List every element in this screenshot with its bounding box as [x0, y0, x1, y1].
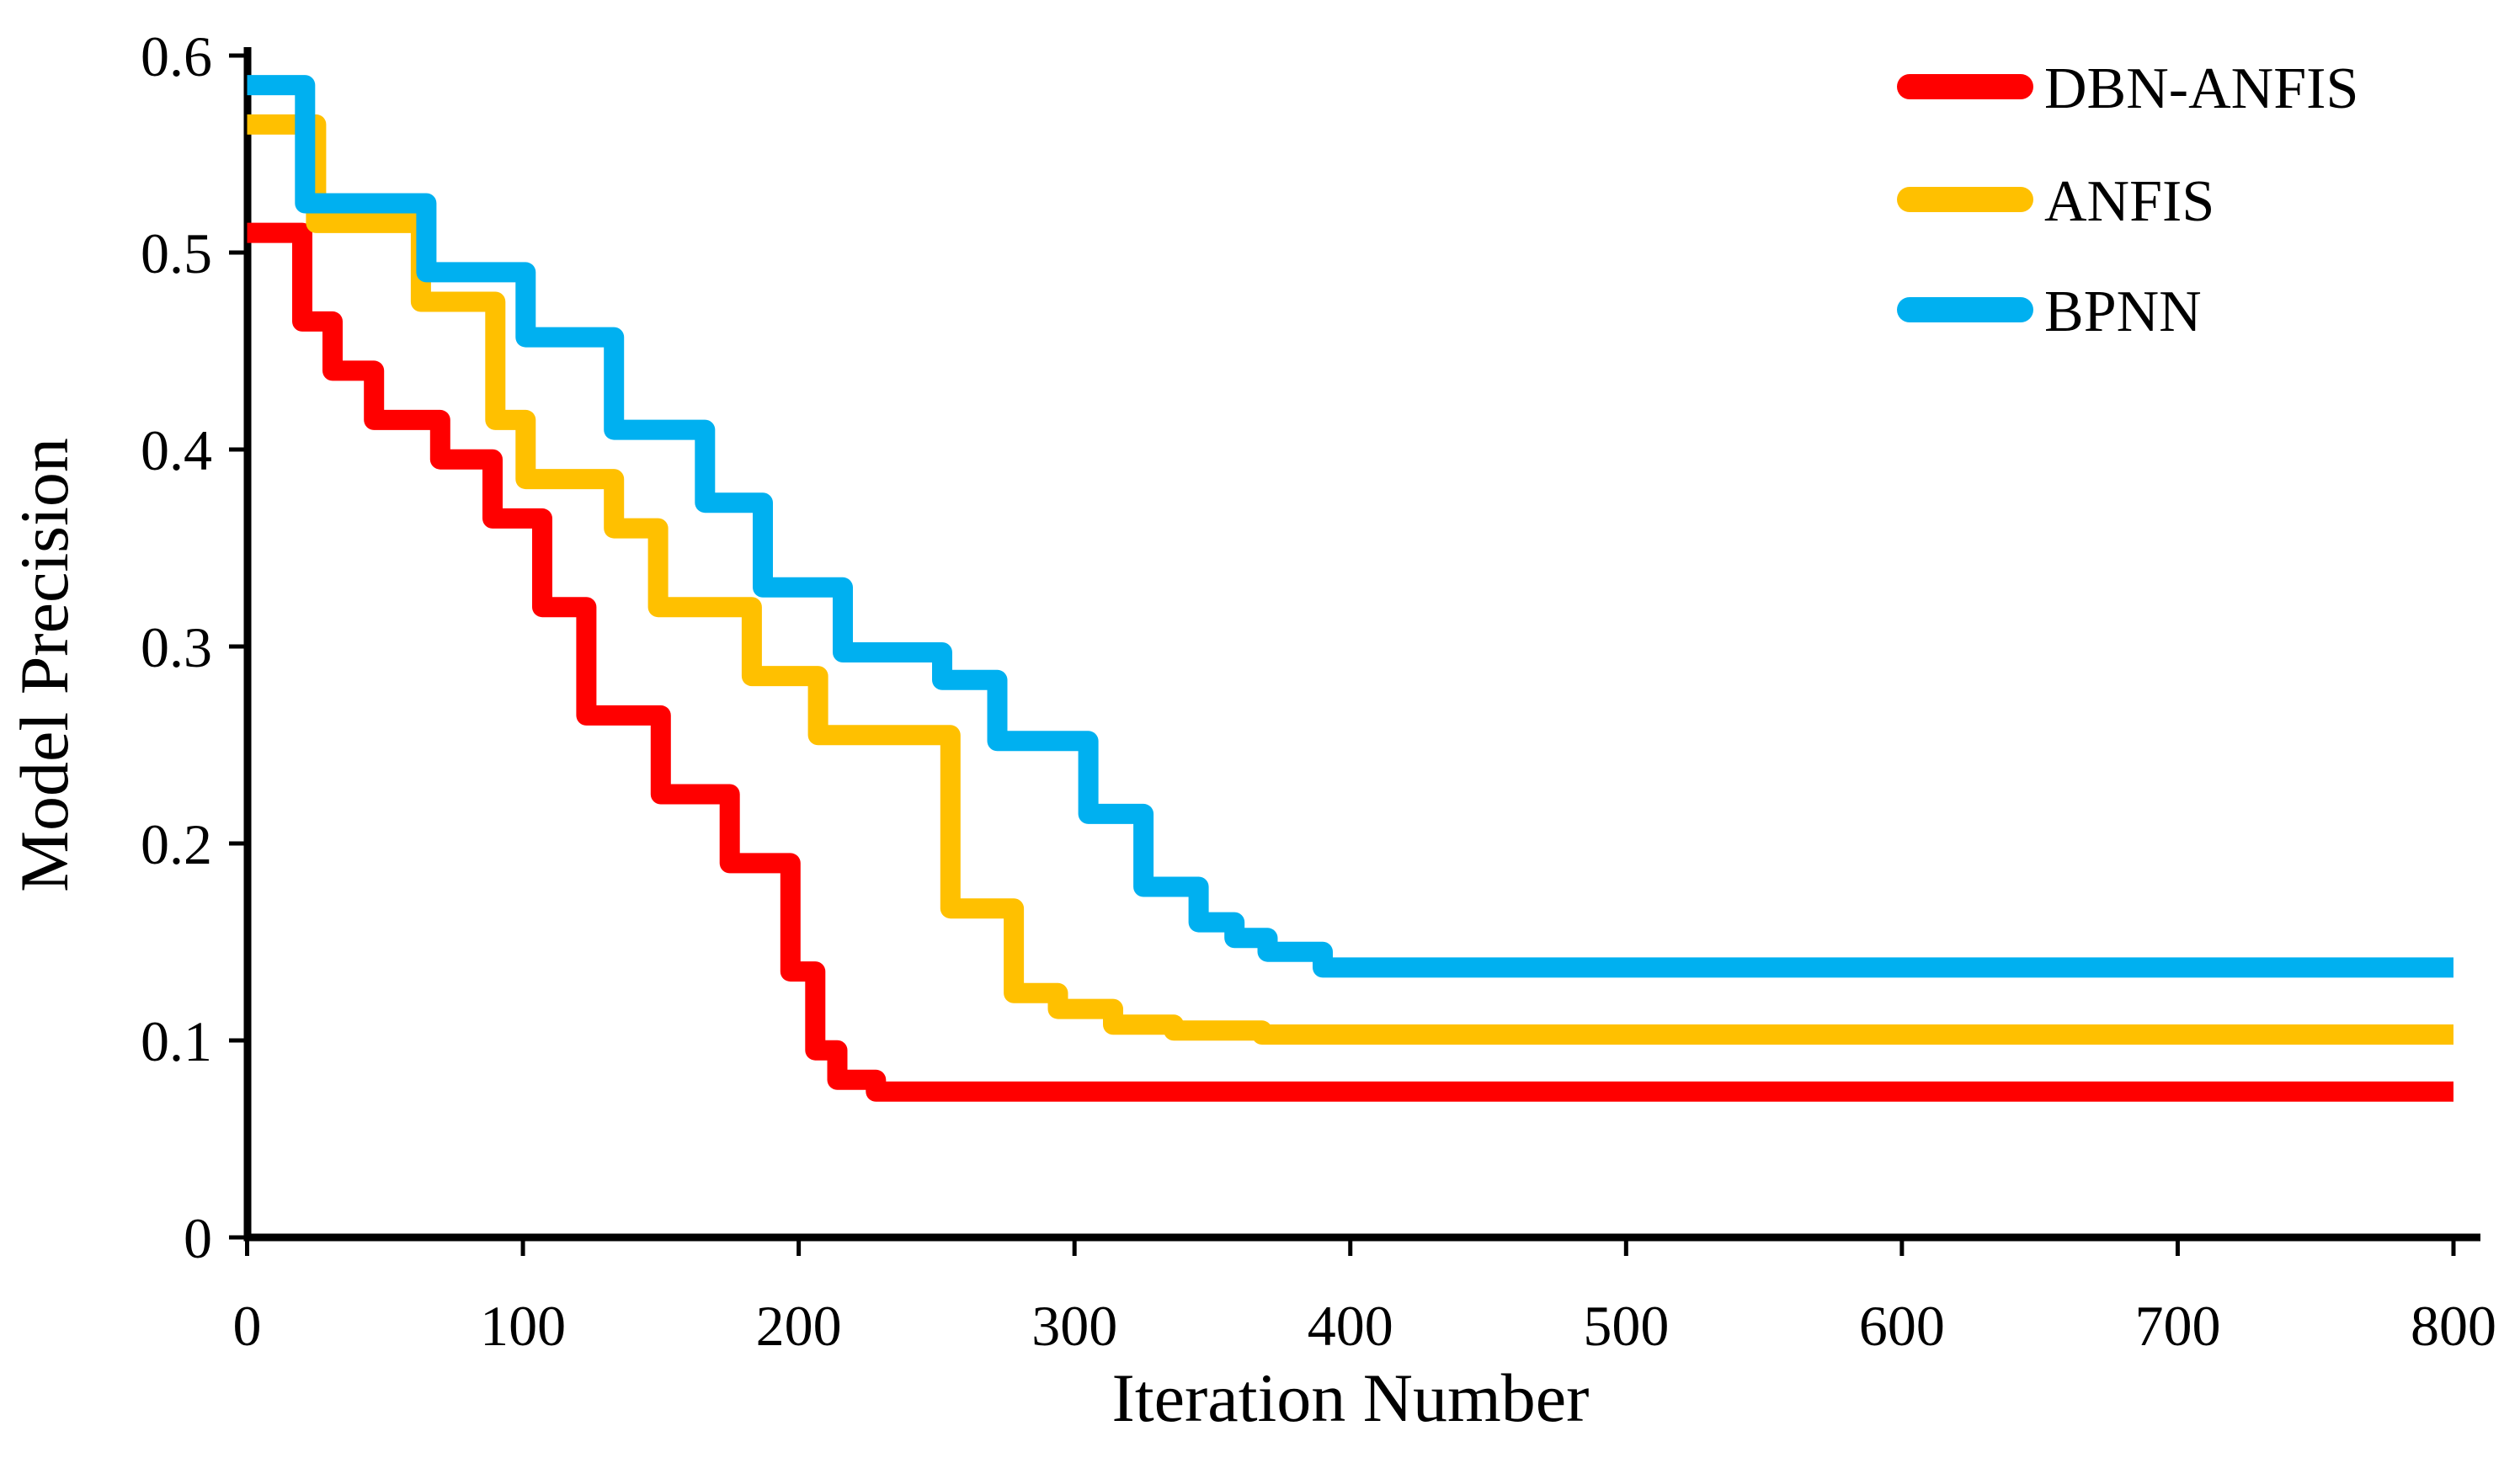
x-tick-label: 100 [480, 1294, 566, 1358]
x-tick-label: 800 [2411, 1294, 2496, 1358]
y-tick-label: 0.1 [141, 1009, 212, 1073]
x-tick-label: 200 [756, 1294, 842, 1358]
x-axis-ticks: 0 100 200 300 400 500 600 700 800 [233, 1241, 2496, 1358]
legend: DBN-ANFIS ANFIS BPNN [1897, 56, 2358, 344]
legend-item-bpnn: BPNN [1897, 279, 2202, 344]
legend-item-dbn-anfis: DBN-ANFIS [1897, 56, 2358, 121]
series-line-anfis [247, 114, 2453, 1045]
y-tick-label: 0.4 [141, 418, 212, 482]
x-tick-label: 500 [1583, 1294, 1669, 1358]
series-line-bpnn [247, 75, 2453, 978]
x-tick-label: 400 [1308, 1294, 1393, 1358]
y-tick-label: 0.6 [141, 24, 212, 88]
y-axis-title: Model Precision [6, 438, 83, 892]
legend-item-anfis: ANFIS [1897, 169, 2214, 234]
legend-label-anfis: ANFIS [2044, 169, 2214, 234]
series-line-dbn-anfis [247, 222, 2453, 1102]
x-tick-label: 0 [233, 1294, 262, 1358]
x-tick-label: 600 [1859, 1294, 1945, 1358]
y-axis-ticks: 0 0.1 0.2 0.3 0.4 0.5 0.6 [141, 24, 246, 1270]
legend-label-bpnn: BPNN [2044, 279, 2202, 344]
x-tick-label: 700 [2134, 1294, 2220, 1358]
x-tick-label: 300 [1031, 1294, 1117, 1358]
y-tick-label: 0.2 [141, 812, 212, 876]
y-tick-label: 0.5 [141, 221, 212, 285]
y-tick-label: 0 [184, 1206, 212, 1270]
y-tick-label: 0.3 [141, 615, 212, 679]
legend-label-dbn-anfis: DBN-ANFIS [2044, 56, 2358, 121]
series-lines [247, 75, 2453, 1102]
x-axis-title: Iteration Number [1112, 1359, 1590, 1436]
